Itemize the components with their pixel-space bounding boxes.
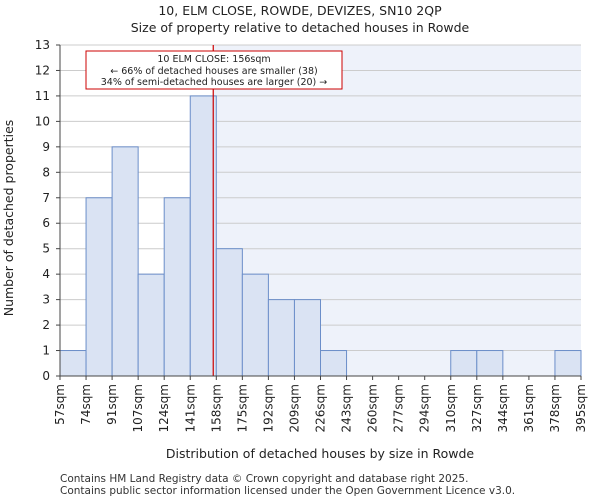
y-axis-label: Number of detached properties bbox=[1, 120, 16, 317]
x-tick-label-294sqm: 294sqm bbox=[418, 384, 432, 432]
x-axis-label: Distribution of detached houses by size … bbox=[166, 446, 474, 461]
bar-310sqm bbox=[450, 350, 478, 377]
y-tick-label-9: 9 bbox=[42, 140, 50, 154]
y-tick-label-6: 6 bbox=[42, 216, 50, 230]
x-tick-label-192sqm: 192sqm bbox=[261, 384, 275, 432]
bar-124sqm bbox=[163, 197, 191, 377]
x-tick-label-74sqm: 74sqm bbox=[79, 384, 93, 425]
y-tick-label-3: 3 bbox=[42, 293, 50, 307]
x-tick-label-277sqm: 277sqm bbox=[392, 384, 406, 432]
bar-57sqm bbox=[59, 350, 87, 377]
chart-title: 10, ELM CLOSE, ROWDE, DEVIZES, SN10 2QP bbox=[158, 3, 442, 18]
y-tick-label-12: 12 bbox=[35, 63, 50, 77]
y-tick-label-10: 10 bbox=[35, 114, 50, 128]
y-tick-label-7: 7 bbox=[42, 191, 50, 205]
chart-subtitle: Size of property relative to detached ho… bbox=[131, 20, 470, 35]
footer-line-2: Contains public sector information licen… bbox=[60, 485, 515, 497]
y-tick-label-1: 1 bbox=[42, 344, 50, 358]
footer-line-1: Contains HM Land Registry data © Crown c… bbox=[60, 473, 468, 485]
x-tick-label-124sqm: 124sqm bbox=[157, 384, 171, 432]
x-tick-label-243sqm: 243sqm bbox=[340, 384, 354, 432]
bar-158sqm bbox=[215, 248, 243, 377]
bar-91sqm bbox=[111, 146, 139, 377]
bar-209sqm bbox=[293, 299, 322, 377]
x-tick-label-141sqm: 141sqm bbox=[183, 384, 197, 432]
marker-annotation: 10 ELM CLOSE: 156sqm ← 66% of detached h… bbox=[85, 50, 343, 90]
bar-141sqm bbox=[189, 95, 217, 377]
y-tick-label-0: 0 bbox=[42, 369, 50, 383]
x-tick-label-175sqm: 175sqm bbox=[235, 384, 249, 432]
x-tick-label-107sqm: 107sqm bbox=[131, 384, 145, 432]
x-tick-label-57sqm: 57sqm bbox=[53, 384, 67, 425]
x-tick-label-310sqm: 310sqm bbox=[444, 384, 458, 432]
bar-327sqm bbox=[476, 350, 504, 377]
x-tick-label-260sqm: 260sqm bbox=[366, 384, 380, 432]
x-tick-label-327sqm: 327sqm bbox=[470, 384, 484, 432]
annotation-box bbox=[85, 50, 343, 90]
x-tick-label-361sqm: 361sqm bbox=[522, 384, 536, 432]
annotation-line-3: 34% of semi-detached houses are larger (… bbox=[101, 77, 328, 88]
bar-378sqm bbox=[554, 350, 582, 377]
y-tick-label-2: 2 bbox=[42, 318, 50, 332]
bar-192sqm bbox=[267, 299, 295, 377]
y-tick-label-11: 11 bbox=[35, 89, 50, 103]
bar-107sqm bbox=[137, 273, 165, 377]
bar-226sqm bbox=[320, 350, 348, 377]
y-tick-label-8: 8 bbox=[42, 165, 50, 179]
x-tick-label-395sqm: 395sqm bbox=[574, 384, 588, 432]
annotation-line-2: ← 66% of detached houses are smaller (38… bbox=[110, 66, 317, 77]
x-tick-label-91sqm: 91sqm bbox=[105, 384, 119, 425]
bar-175sqm bbox=[241, 273, 269, 377]
bar-74sqm bbox=[85, 197, 113, 377]
x-tick-label-378sqm: 378sqm bbox=[548, 384, 562, 432]
annotation-line-1: 10 ELM CLOSE: 156sqm bbox=[157, 54, 270, 65]
x-tick-label-226sqm: 226sqm bbox=[314, 384, 328, 432]
y-tick-label-5: 5 bbox=[42, 242, 50, 256]
y-tick-label-13: 13 bbox=[35, 38, 50, 52]
x-tick-label-209sqm: 209sqm bbox=[287, 384, 301, 432]
x-tick-label-344sqm: 344sqm bbox=[496, 384, 510, 432]
y-tick-label-4: 4 bbox=[42, 267, 50, 281]
x-tick-label-158sqm: 158sqm bbox=[209, 384, 223, 432]
